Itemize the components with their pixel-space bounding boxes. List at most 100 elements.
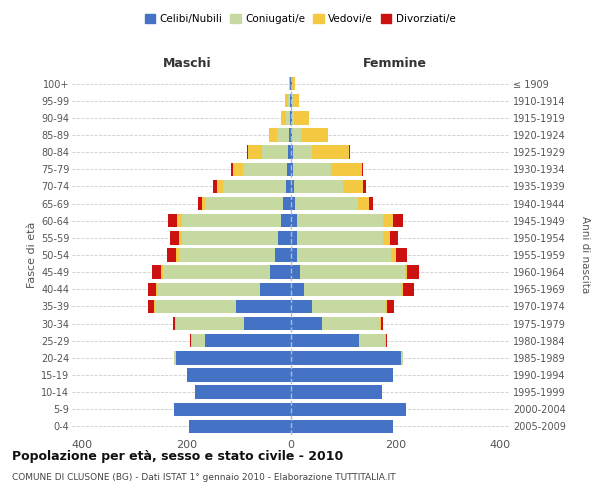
Bar	[386, 334, 387, 347]
Bar	[217, 180, 223, 193]
Bar	[277, 128, 289, 141]
Bar	[233, 162, 242, 176]
Bar	[287, 162, 291, 176]
Bar	[175, 317, 176, 330]
Bar	[291, 420, 392, 433]
Bar	[291, 282, 304, 296]
Bar	[294, 111, 309, 124]
Bar	[275, 248, 291, 262]
Bar	[401, 282, 403, 296]
Bar	[291, 402, 406, 416]
Bar	[179, 231, 181, 244]
Bar	[148, 282, 157, 296]
Bar	[392, 214, 403, 228]
Bar	[297, 248, 391, 262]
Bar	[167, 248, 176, 262]
Bar	[291, 146, 293, 159]
Bar	[297, 231, 383, 244]
Bar	[281, 214, 291, 228]
Bar	[182, 231, 278, 244]
Bar	[213, 180, 217, 193]
Bar	[293, 180, 343, 193]
Y-axis label: Anni di nascita: Anni di nascita	[580, 216, 590, 294]
Bar	[291, 317, 322, 330]
Bar	[191, 334, 192, 347]
Bar	[404, 266, 407, 279]
Bar	[383, 214, 392, 228]
Bar	[290, 111, 291, 124]
Bar	[291, 180, 293, 193]
Bar	[247, 146, 248, 159]
Bar	[403, 282, 413, 296]
Bar	[313, 146, 349, 159]
Bar	[290, 94, 291, 108]
Bar	[205, 197, 283, 210]
Bar	[286, 180, 291, 193]
Bar	[291, 197, 295, 210]
Bar	[289, 128, 291, 141]
Bar	[170, 231, 179, 244]
Bar	[389, 231, 398, 244]
Bar	[292, 111, 294, 124]
Bar	[295, 197, 358, 210]
Bar	[312, 300, 385, 313]
Bar	[163, 266, 270, 279]
Bar	[343, 180, 363, 193]
Bar	[362, 162, 363, 176]
Bar	[291, 162, 293, 176]
Bar	[283, 197, 291, 210]
Y-axis label: Fasce di età: Fasce di età	[26, 222, 37, 288]
Bar	[281, 111, 286, 124]
Bar	[269, 128, 277, 141]
Bar	[242, 162, 287, 176]
Bar	[289, 77, 290, 90]
Bar	[369, 197, 373, 210]
Bar	[297, 214, 383, 228]
Text: Popolazione per età, sesso e stato civile - 2010: Popolazione per età, sesso e stato civil…	[12, 450, 343, 463]
Bar	[205, 334, 291, 347]
Text: Femmine: Femmine	[363, 57, 427, 70]
Bar	[293, 146, 313, 159]
Bar	[331, 162, 362, 176]
Bar	[178, 214, 181, 228]
Bar	[349, 146, 350, 159]
Bar	[152, 266, 161, 279]
Bar	[168, 214, 178, 228]
Bar	[292, 77, 295, 90]
Bar	[291, 334, 359, 347]
Bar	[385, 334, 386, 347]
Bar	[322, 317, 380, 330]
Bar	[291, 351, 401, 364]
Bar	[244, 317, 291, 330]
Bar	[388, 300, 394, 313]
Bar	[293, 94, 299, 108]
Bar	[301, 266, 404, 279]
Bar	[173, 317, 175, 330]
Bar	[190, 420, 291, 433]
Bar	[291, 368, 392, 382]
Bar	[401, 351, 403, 364]
Bar	[187, 368, 291, 382]
Bar	[286, 111, 290, 124]
Bar	[190, 334, 191, 347]
Bar	[293, 162, 331, 176]
Bar	[385, 300, 388, 313]
Bar	[358, 197, 369, 210]
Bar	[304, 282, 401, 296]
Bar	[291, 266, 301, 279]
Bar	[291, 231, 297, 244]
Bar	[262, 146, 289, 159]
Text: Maschi: Maschi	[163, 57, 211, 70]
Bar	[289, 146, 291, 159]
Bar	[380, 317, 383, 330]
Bar	[176, 317, 244, 330]
Bar	[230, 162, 233, 176]
Bar	[301, 128, 328, 141]
Text: COMUNE DI CLUSONE (BG) - Dati ISTAT 1° gennaio 2010 - Elaborazione TUTTITALIA.IT: COMUNE DI CLUSONE (BG) - Dati ISTAT 1° g…	[12, 472, 395, 482]
Bar	[288, 94, 290, 108]
Bar	[383, 231, 389, 244]
Bar	[181, 214, 281, 228]
Bar	[285, 94, 288, 108]
Bar	[391, 248, 397, 262]
Bar	[198, 197, 202, 210]
